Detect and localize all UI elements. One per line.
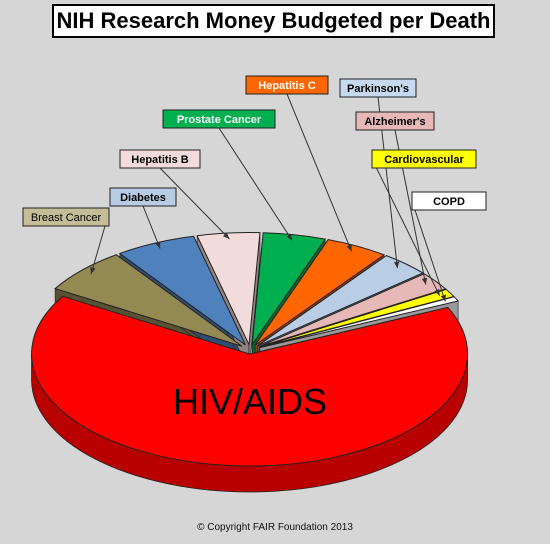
pie-slice-copd [259, 296, 460, 349]
pie-slice-hepatitis-c [254, 239, 386, 346]
slice-label-alzheimer-s: Alzheimer's [364, 116, 425, 128]
pie-slice-hiv-aids [31, 295, 469, 467]
pie-slice-parkinson-s [257, 255, 424, 347]
slice-label-hepatitis-c: Hepatitis C [258, 80, 316, 92]
leader-line-cardiovascular [371, 158, 441, 297]
label-box-parkinson-s [339, 78, 417, 98]
leader-arrow-hepatitis-c [346, 244, 352, 252]
label-box-cardiovascular [371, 149, 477, 169]
leader-line-hepatitis-c [286, 93, 353, 252]
leader-arrow-cardiovascular [434, 288, 440, 296]
leader-arrow-alzheimer-s [421, 277, 428, 285]
slice-label-diabetes: Diabetes [120, 192, 166, 204]
label-box-prostate-cancer [162, 109, 276, 129]
leader-arrow-copd [440, 294, 446, 302]
leader-line-breast-cancer [90, 225, 106, 275]
label-box-breast-cancer [22, 207, 110, 227]
slice-label-breast-cancer: Breast Cancer [31, 212, 102, 224]
pie-slice-hepatitis-b [196, 232, 261, 347]
pie-slice-breast-cancer [54, 254, 243, 347]
leader-line-prostate-cancer [218, 127, 293, 241]
slice-label-hepatitis-b: Hepatitis B [131, 154, 189, 166]
label-box-diabetes [109, 187, 177, 207]
slice-label-cardiovascular: Cardiovascular [384, 154, 464, 166]
pie-slice-diabetes [118, 235, 246, 346]
label-box-hepatitis-c [245, 75, 329, 95]
slice-label-hiv-aids: HIV/AIDS [173, 381, 327, 422]
pie-slice-prostate-cancer [251, 232, 327, 347]
slice-label-prostate-cancer: Prostate Cancer [177, 114, 262, 126]
slice-label-parkinson-s: Parkinson's [347, 83, 409, 95]
label-box-alzheimer-s [355, 111, 435, 131]
label-box-copd [411, 191, 487, 211]
slice-label-copd: COPD [433, 196, 465, 208]
leader-line-diabetes [142, 205, 161, 249]
leader-line-copd [411, 200, 446, 302]
leader-arrow-hepatitis-b [223, 232, 230, 240]
pie-slice-alzheimer-s [258, 273, 447, 348]
chart-title: NIH Research Money Budgeted per Death [52, 4, 495, 38]
leader-line-hepatitis-b [159, 167, 230, 240]
leader-arrow-breast-cancer [90, 267, 96, 275]
leader-arrow-parkinson-s [393, 261, 400, 269]
label-box-hepatitis-b [119, 149, 201, 169]
copyright-footer: © Copyright FAIR Foundation 2013 [197, 522, 353, 533]
leader-arrow-prostate-cancer [286, 233, 293, 241]
leader-arrow-diabetes [155, 241, 161, 249]
